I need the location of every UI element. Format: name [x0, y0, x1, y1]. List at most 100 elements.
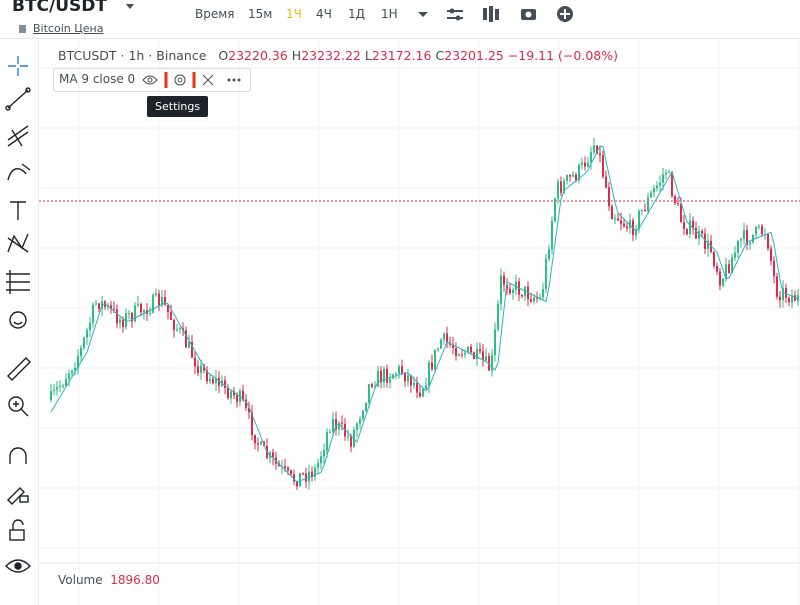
candle-body	[731, 257, 733, 273]
candle-body	[779, 296, 781, 301]
candle-body	[335, 419, 337, 430]
candle-body	[464, 352, 466, 355]
interval[interactable]: 1Н	[381, 7, 398, 21]
candle-body	[719, 271, 721, 286]
candle-body	[428, 362, 430, 386]
candle-body	[338, 422, 340, 430]
low: 23172.16	[371, 48, 432, 63]
drawing-toolbar[interactable]	[0, 38, 39, 605]
candle-body	[323, 450, 325, 457]
candle-body	[230, 391, 232, 399]
symbol[interactable]: BTC/USDT	[12, 0, 107, 16]
candle-body	[713, 252, 715, 267]
candle-body	[227, 387, 229, 399]
candle-body	[773, 260, 775, 277]
candle-body	[596, 145, 598, 154]
candle-body	[131, 312, 133, 322]
candle-body	[587, 162, 589, 167]
candle-body	[491, 355, 493, 371]
indicator-buttons[interactable]	[142, 72, 248, 88]
candle-body	[728, 264, 730, 273]
candle-body	[278, 463, 280, 467]
candle-body	[308, 471, 310, 482]
interval[interactable]: 4Ч	[316, 7, 332, 21]
candle-body	[83, 337, 85, 348]
candle-body	[245, 399, 247, 408]
candle-body	[686, 228, 688, 235]
candle-body	[215, 377, 217, 384]
candle-body	[194, 357, 196, 367]
candle-body	[368, 384, 370, 403]
candle-body	[359, 418, 361, 424]
candle-body	[62, 385, 64, 387]
candle-body	[455, 348, 457, 356]
candle-body	[617, 218, 619, 221]
candle-body	[440, 339, 442, 349]
candle-body	[71, 370, 73, 374]
candle-body	[737, 240, 739, 253]
candle-body	[611, 206, 613, 220]
candle-body	[458, 354, 460, 356]
interval[interactable]: Время	[195, 7, 235, 21]
candle-body	[644, 209, 646, 212]
candle-body	[521, 294, 523, 297]
subtitle-link[interactable]: Bitcoin Цена	[33, 22, 104, 35]
candle-body	[638, 210, 640, 230]
indicator-label: MA 9 close 0	[59, 72, 136, 86]
candle-body	[791, 295, 793, 303]
candle-body	[314, 467, 316, 478]
candle-body	[722, 278, 724, 286]
candle-body	[407, 375, 409, 382]
candle-body	[509, 288, 511, 293]
candle-body	[425, 385, 427, 389]
candle-body	[560, 181, 562, 193]
candle-body	[506, 284, 508, 289]
candle-body	[704, 233, 706, 249]
candle-body	[680, 203, 682, 223]
interval[interactable]: 15м	[248, 7, 273, 21]
candle-body	[689, 220, 691, 235]
candle-body	[536, 297, 538, 299]
open-label: O	[218, 48, 229, 63]
candle-body	[656, 185, 658, 189]
candle-body	[50, 391, 52, 400]
interval-active[interactable]: 1Ч	[286, 7, 302, 21]
ma-line	[50, 145, 799, 483]
toolbar-icons[interactable]	[415, 4, 580, 26]
candle-body	[332, 419, 334, 432]
candle-body	[371, 384, 373, 387]
symbol-dropdown[interactable]	[125, 3, 135, 11]
candle-body	[320, 456, 322, 464]
legend-title: BTCUSDT · 1h · Binance	[58, 48, 207, 63]
candle-body	[608, 187, 610, 207]
candle-body	[695, 227, 697, 239]
candle-body	[212, 378, 214, 384]
candle-body	[98, 303, 100, 310]
candle-body	[443, 333, 445, 340]
close-label: C	[435, 48, 445, 63]
candle-body	[350, 435, 352, 447]
chart-area[interactable]	[39, 38, 800, 605]
high-label: H	[291, 48, 302, 63]
interval[interactable]: 1Д	[348, 7, 366, 21]
candle-body	[740, 238, 742, 241]
candle-body	[89, 322, 91, 330]
candle-body	[386, 368, 388, 383]
candle-body	[554, 198, 556, 222]
candle-body	[431, 362, 433, 370]
candle-body	[410, 375, 412, 386]
candle-body	[260, 441, 262, 445]
candle-body	[605, 176, 607, 188]
change: −19.11 (−0.08%)	[507, 48, 618, 63]
candle-body	[548, 249, 550, 259]
candle-body	[224, 380, 226, 388]
candle-body	[200, 365, 202, 373]
candle-body	[416, 383, 418, 393]
candle-body	[164, 297, 166, 305]
candle-body	[614, 218, 616, 220]
candle-body	[578, 164, 580, 181]
candle-body	[299, 473, 301, 487]
candle-body	[461, 354, 463, 356]
legend: BTCUSDT · 1h · Binance O23220.36 H23232.…	[58, 48, 618, 63]
